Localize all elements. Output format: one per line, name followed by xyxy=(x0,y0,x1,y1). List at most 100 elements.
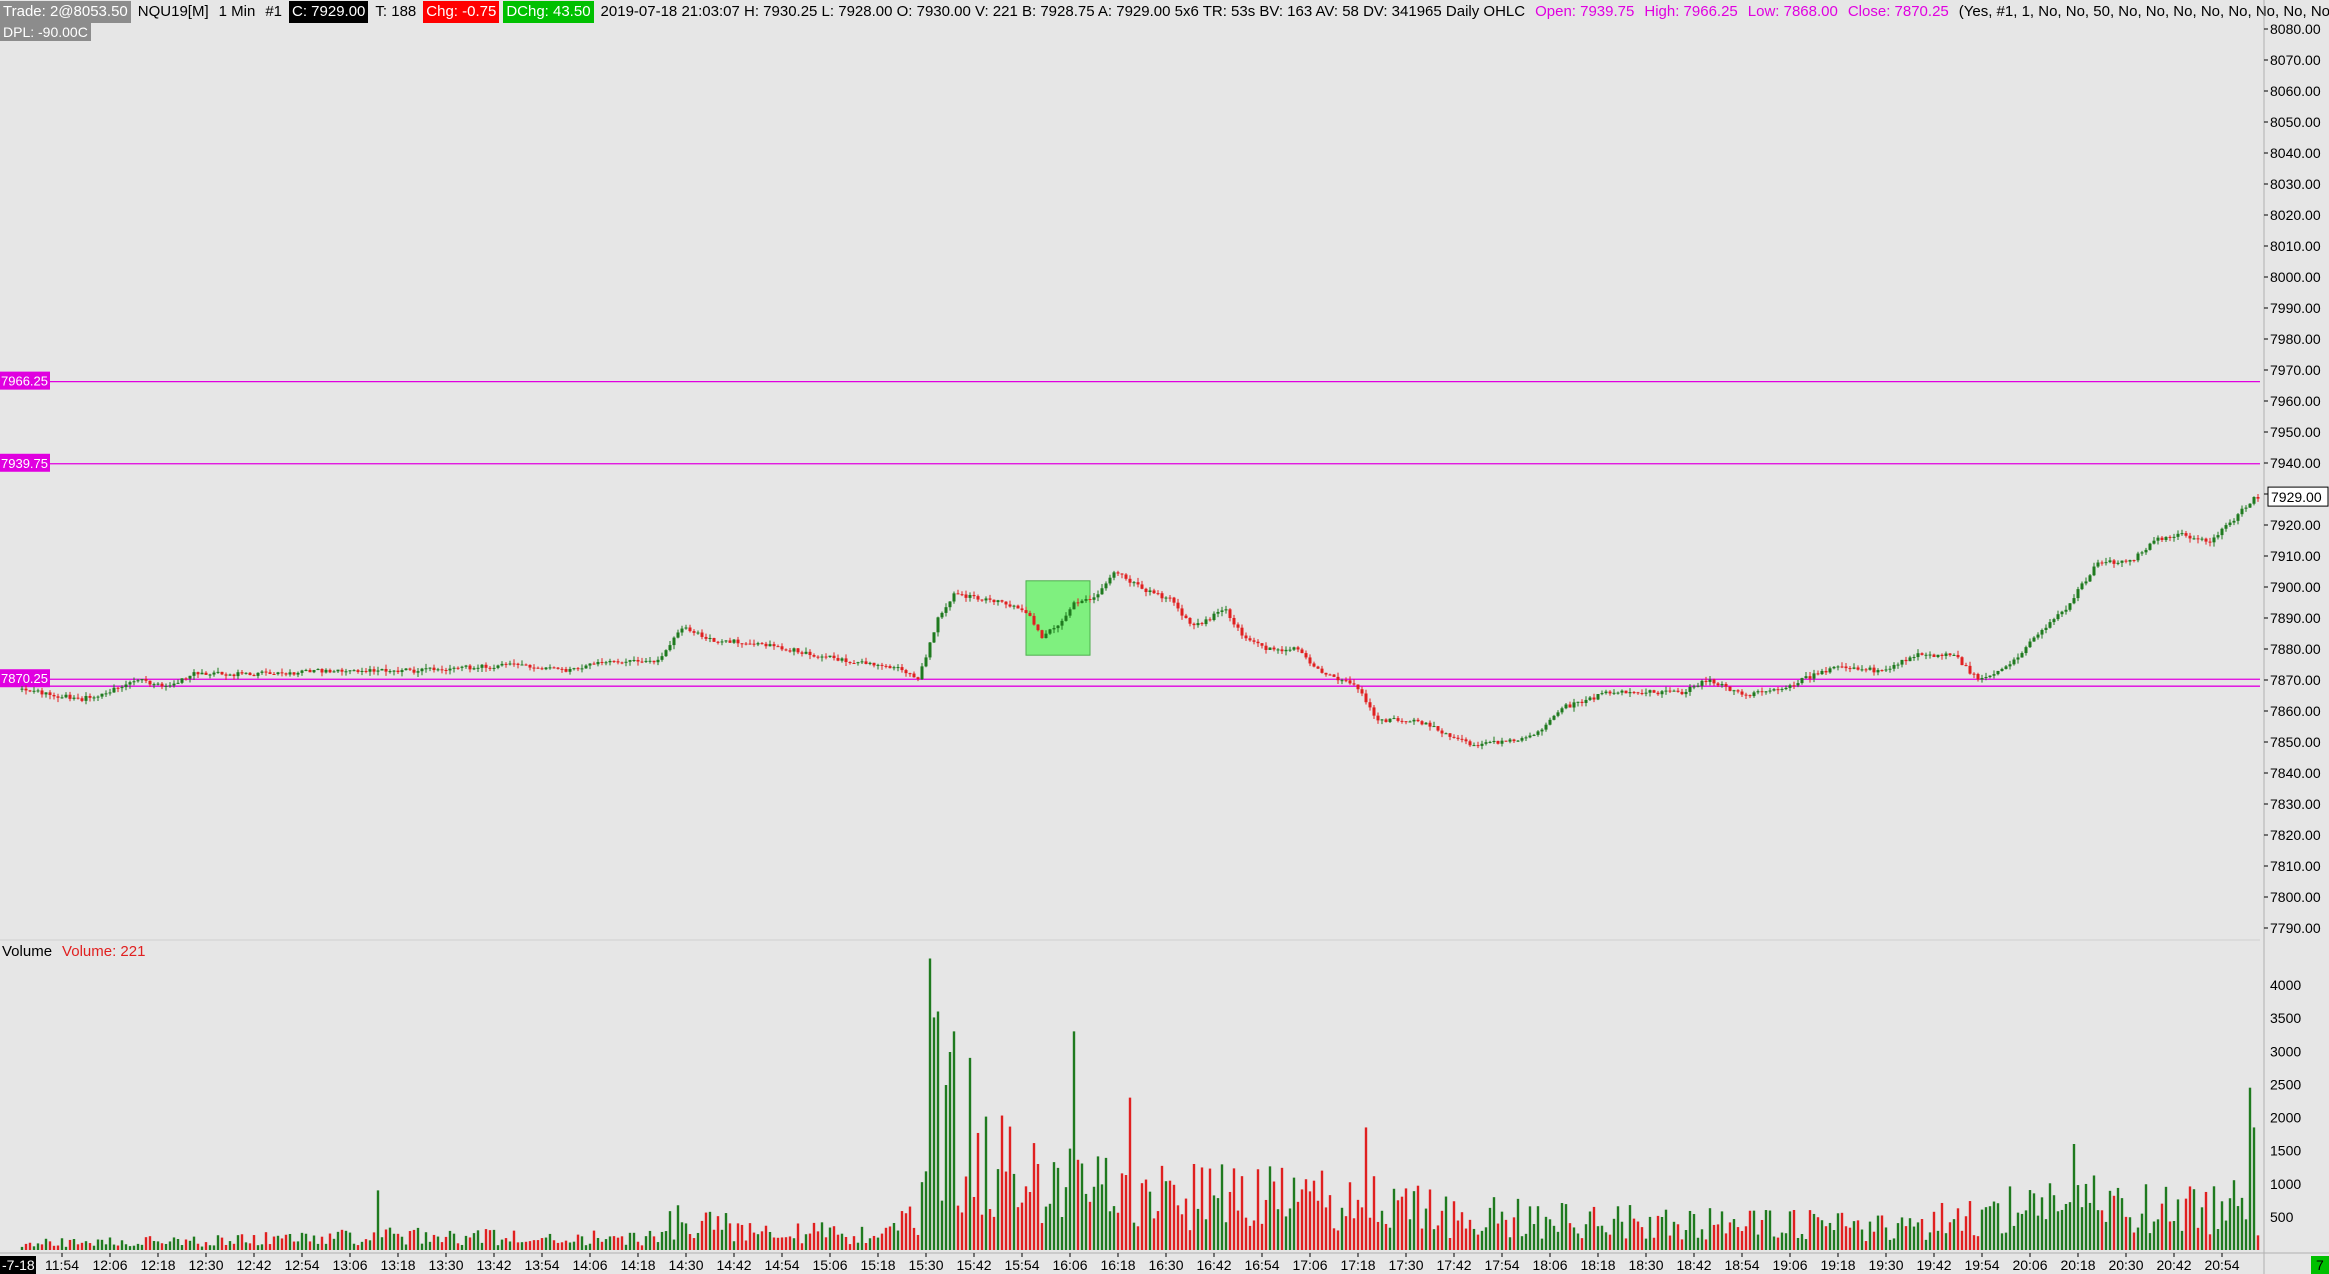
candle-body xyxy=(1516,740,1520,742)
volume-bar xyxy=(2184,1198,2188,1250)
volume-bar xyxy=(752,1232,756,1250)
candle-body xyxy=(848,662,852,664)
volume-bar xyxy=(1200,1167,1204,1250)
candle-body xyxy=(984,598,988,601)
candle-body xyxy=(1564,704,1568,709)
candle-body xyxy=(1672,690,1676,692)
candle-body xyxy=(1660,691,1664,695)
volume-bar xyxy=(1292,1177,1296,1250)
candle-body xyxy=(1760,691,1764,693)
candle-body xyxy=(1028,612,1032,616)
candle-body xyxy=(2256,497,2260,499)
candle-body xyxy=(1232,617,1236,625)
bar-info: 2019-07-18 21:03:07 H: 7930.25 L: 7928.0… xyxy=(600,3,1526,20)
volume-bar xyxy=(2028,1190,2032,1250)
candle-body xyxy=(1580,701,1584,703)
interval-label[interactable]: 1 Min xyxy=(218,3,256,20)
candle-body xyxy=(732,639,736,643)
volume-bar xyxy=(320,1236,324,1250)
symbol-label[interactable]: NQU19[M] xyxy=(137,3,209,20)
volume-bar xyxy=(1660,1216,1664,1250)
candle-body xyxy=(1508,739,1512,742)
highlight-zone[interactable] xyxy=(1025,580,1091,656)
candle-body xyxy=(988,598,992,600)
volume-bar xyxy=(764,1225,768,1250)
volume-bar xyxy=(2232,1180,2236,1250)
volume-bar xyxy=(1488,1207,1492,1250)
candle-body xyxy=(1744,694,1748,696)
candle-body xyxy=(188,675,192,679)
volume-bar xyxy=(700,1220,704,1250)
volume-bar xyxy=(2060,1209,2064,1250)
volume-bar xyxy=(500,1239,504,1250)
candle-body xyxy=(2100,562,2104,564)
volume-bar xyxy=(1064,1187,1068,1250)
volume-bar xyxy=(544,1237,548,1250)
volume-bar xyxy=(352,1243,356,1250)
candle-body xyxy=(348,670,352,672)
candle-body xyxy=(500,663,504,666)
volume-bar xyxy=(80,1242,84,1250)
candle-body xyxy=(1984,677,1988,679)
candle-body xyxy=(2196,538,2200,540)
volume-bar xyxy=(480,1242,484,1250)
volume-bar xyxy=(888,1226,892,1250)
volume-bar xyxy=(420,1243,424,1250)
volume-bar xyxy=(1684,1230,1688,1250)
candle-body xyxy=(540,668,544,670)
volume-bar xyxy=(1016,1207,1020,1250)
candle-body xyxy=(1836,666,1840,668)
volume-bar xyxy=(1296,1201,1300,1250)
volume-bar xyxy=(324,1243,328,1250)
volume-bar xyxy=(1952,1219,1956,1250)
volume-bar xyxy=(376,1190,380,1250)
time-tick-label: 13:54 xyxy=(524,1257,559,1273)
price-tick-label: 7870.00 xyxy=(2270,672,2321,688)
candle-body xyxy=(216,671,220,673)
volume-bar xyxy=(2236,1206,2240,1250)
volume-bar xyxy=(1900,1217,1904,1250)
volume-bar xyxy=(1368,1217,1372,1250)
candle-body xyxy=(932,632,936,643)
candle-body xyxy=(1444,733,1448,735)
volume-bar xyxy=(468,1237,472,1250)
candle-body xyxy=(728,640,732,643)
volume-bar xyxy=(524,1241,528,1250)
volume-bar xyxy=(1348,1182,1352,1250)
candle-body xyxy=(1364,693,1368,703)
volume-bar xyxy=(1252,1220,1256,1250)
volume-bar xyxy=(1692,1214,1696,1250)
time-tick-label: 16:54 xyxy=(1244,1257,1279,1273)
candle-body xyxy=(840,658,844,661)
volume-bar xyxy=(172,1237,176,1250)
price-tick-label: 8010.00 xyxy=(2270,238,2321,254)
candle-body xyxy=(324,669,328,673)
volume-bar xyxy=(1616,1206,1620,1250)
candle-body xyxy=(1212,613,1216,620)
time-tick-label: 18:54 xyxy=(1724,1257,1759,1273)
volume-bar xyxy=(1772,1236,1776,1250)
candle-body xyxy=(1804,676,1808,679)
volume-bar xyxy=(2092,1175,2096,1250)
volume-bar xyxy=(272,1236,276,1250)
candle-body xyxy=(1164,597,1168,599)
volume-bar xyxy=(1980,1209,1984,1250)
date-corner-box xyxy=(0,1256,36,1274)
candle-body xyxy=(2032,637,2036,642)
volume-bar xyxy=(160,1243,164,1250)
volume-bar xyxy=(492,1229,496,1250)
candle-body xyxy=(1080,600,1084,604)
price-tick-label: 7900.00 xyxy=(2270,579,2321,595)
volume-bar xyxy=(1904,1226,1908,1250)
candle-body xyxy=(788,650,792,652)
candle-body xyxy=(852,663,856,665)
candle-body xyxy=(536,667,540,669)
volume-bar xyxy=(356,1245,360,1250)
volume-bar xyxy=(484,1229,488,1250)
price-tick-label: 8050.00 xyxy=(2270,114,2321,130)
candle-body xyxy=(716,641,720,643)
candle-body xyxy=(1728,686,1732,691)
volume-bar xyxy=(348,1232,352,1250)
candle-body xyxy=(356,670,360,672)
